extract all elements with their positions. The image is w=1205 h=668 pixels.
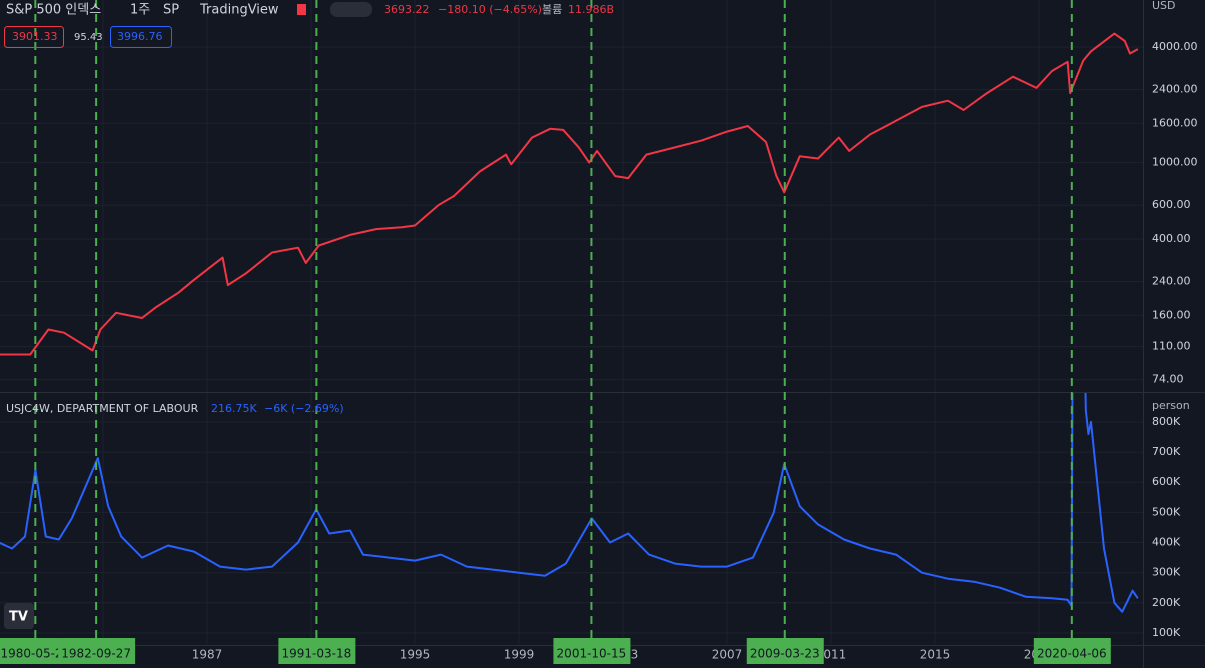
x-tick-label: 1999 — [504, 648, 535, 662]
y-tick-label: 2400.00 — [1152, 83, 1198, 96]
ask: 3996.76 — [117, 30, 163, 43]
series-line — [0, 32, 1139, 356]
x-tick-label: 1987 — [192, 648, 223, 662]
event-label: 1991-03-18 — [282, 647, 352, 661]
y-tick-label: 700K — [1152, 445, 1181, 458]
indicator-change: −6K (−2.69%) — [264, 402, 344, 415]
symbol[interactable]: S&P 500 인덱스 — [6, 3, 101, 18]
brand: TradingView — [199, 3, 279, 18]
y-tick-label: 600.00 — [1152, 198, 1191, 211]
exchange: SP — [163, 3, 179, 18]
unit: person — [1152, 399, 1190, 412]
event-label-bg — [278, 638, 356, 664]
ask-box[interactable] — [110, 26, 172, 48]
y-tick-label: 400.00 — [1152, 232, 1191, 245]
y-tick-label: 400K — [1152, 536, 1181, 549]
event-label: 1980-05-26 — [0, 647, 70, 661]
x-tick-label: 1995 — [400, 648, 431, 662]
flag-icon[interactable] — [297, 4, 306, 15]
event-label-bg — [746, 638, 824, 664]
toggle[interactable] — [330, 2, 372, 17]
event-label: 1982-09-27 — [61, 647, 131, 661]
event-label-bg — [553, 638, 631, 664]
event-label: 2020-04-06 — [1037, 647, 1107, 661]
indicator-title: USJC4W, DEPARTMENT OF LABOUR — [6, 402, 199, 415]
y-tick-label: 100K — [1152, 626, 1181, 639]
event-label: 2009-03-23 — [750, 647, 820, 661]
volume: 11.986B — [568, 3, 614, 16]
logo-mark: TV — [9, 610, 28, 625]
y-tick-label: 1000.00 — [1152, 156, 1198, 169]
bid-box[interactable] — [4, 26, 64, 48]
event-label: 2001-10-15 — [557, 647, 627, 661]
y-tick-label: 800K — [1152, 415, 1181, 428]
y-tick-label: 1600.00 — [1152, 116, 1198, 129]
bid: 3901.33 — [12, 30, 58, 43]
y-tick-label: 500K — [1152, 505, 1181, 518]
volume-label: 볼륨 — [542, 3, 562, 16]
indicator-last: 216.75K — [211, 402, 257, 415]
change: −180.10 (−4.65%) — [438, 3, 542, 16]
y-tick-label: 600K — [1152, 475, 1181, 488]
y-tick-label: 240.00 — [1152, 275, 1191, 288]
series-line — [0, 393, 1139, 613]
spread: 95.43 — [74, 32, 103, 43]
x-tick-label: 2015 — [920, 648, 951, 662]
x-tick-label: 2007 — [712, 648, 743, 662]
grid — [0, 0, 1143, 645]
series — [0, 32, 1139, 613]
logo[interactable] — [4, 603, 34, 629]
close: 3693.22 — [384, 3, 430, 16]
y-tick-label: 4000.00 — [1152, 40, 1198, 53]
event-label-bg — [1033, 638, 1111, 664]
y-tick-label: 110.00 — [1152, 340, 1191, 353]
y-tick-label: 74.00 — [1152, 373, 1184, 386]
currency[interactable]: USD — [1152, 0, 1176, 12]
interval[interactable]: 1주 — [130, 3, 150, 18]
y-tick-label: 300K — [1152, 566, 1181, 579]
event-label-bg — [58, 638, 136, 664]
y-tick-label: 200K — [1152, 596, 1181, 609]
y-tick-label: 160.00 — [1152, 308, 1191, 321]
